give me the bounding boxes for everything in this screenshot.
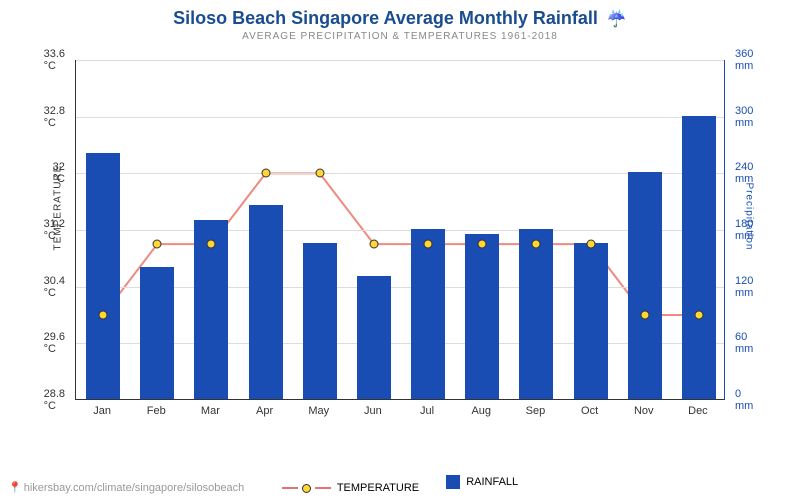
temperature-marker <box>640 311 649 320</box>
x-tick: Feb <box>147 405 166 417</box>
rainfall-bar <box>86 153 120 399</box>
y-left-tick: 29.6 °C <box>44 331 65 355</box>
legend-rain-label: RAINFALL <box>466 476 518 488</box>
y-right-tick: 60 mm <box>735 331 753 355</box>
legend-rainfall: RAINFALL <box>446 475 518 489</box>
rainfall-bar <box>411 229 445 399</box>
y-right-tick: 0 mm <box>735 388 753 412</box>
plot-area <box>75 60 725 400</box>
chart-subtitle: AVERAGE PRECIPITATION & TEMPERATURES 196… <box>0 31 800 42</box>
y-right-tick: 240 mm <box>735 161 753 185</box>
y-right-tick: 180 mm <box>735 218 753 242</box>
grid-line <box>76 60 724 61</box>
rainfall-bar <box>519 229 553 399</box>
y-left-tick: 32 °C <box>53 161 65 185</box>
temperature-marker <box>315 169 324 178</box>
rainfall-bar <box>249 205 283 399</box>
rainfall-bar <box>628 172 662 399</box>
rainfall-bar <box>682 116 716 399</box>
x-tick: Nov <box>634 405 654 417</box>
rainfall-bar <box>303 243 337 399</box>
x-tick: Jul <box>420 405 434 417</box>
legend-temp-label: TEMPERATURE <box>337 482 419 494</box>
x-tick: Oct <box>581 405 598 417</box>
temperature-marker <box>532 240 541 249</box>
y-right-tick: 300 mm <box>735 105 753 129</box>
rainfall-bar <box>465 234 499 399</box>
chart-area: TEMPERATURE Precipitation 28.8 °C29.6 °C… <box>75 60 725 430</box>
legend-marker-icon <box>302 484 311 493</box>
temperature-marker <box>153 240 162 249</box>
temperature-marker <box>586 240 595 249</box>
y-right-tick: 120 mm <box>735 275 753 299</box>
y-left-tick: 28.8 °C <box>44 388 65 412</box>
legend-line-icon <box>315 487 331 489</box>
watermark: 📍hikersbay.com/climate/singapore/silosob… <box>8 481 244 494</box>
legend-box-icon <box>446 475 460 489</box>
x-tick: Jan <box>93 405 111 417</box>
temperature-marker <box>478 240 487 249</box>
title-text: Siloso Beach Singapore Average Monthly R… <box>173 8 598 28</box>
temperature-marker <box>99 311 108 320</box>
x-tick: Apr <box>256 405 273 417</box>
x-tick: May <box>308 405 329 417</box>
legend-temperature: TEMPERATURE <box>282 482 419 494</box>
x-tick: Dec <box>688 405 708 417</box>
y-left-tick: 33.6 °C <box>44 48 65 72</box>
temperature-marker <box>207 240 216 249</box>
y-left-tick: 32.8 °C <box>44 105 65 129</box>
header: Siloso Beach Singapore Average Monthly R… <box>0 0 800 44</box>
temperature-marker <box>424 240 433 249</box>
temperature-marker <box>694 311 703 320</box>
x-tick: Mar <box>201 405 220 417</box>
pin-icon: 📍 <box>8 482 22 494</box>
rainfall-bar <box>357 276 391 399</box>
y-right-tick: 360 mm <box>735 48 753 72</box>
rainfall-bar <box>140 267 174 399</box>
x-tick: Sep <box>526 405 546 417</box>
umbrella-icon: ☔ <box>607 11 627 28</box>
x-tick: Aug <box>471 405 491 417</box>
watermark-text: hikersbay.com/climate/singapore/silosobe… <box>24 482 245 494</box>
x-tick: Jun <box>364 405 382 417</box>
rainfall-bar <box>574 243 608 399</box>
temperature-marker <box>261 169 270 178</box>
temperature-marker <box>369 240 378 249</box>
chart-title: Siloso Beach Singapore Average Monthly R… <box>0 8 800 29</box>
legend-line-icon <box>282 487 298 489</box>
y-left-tick: 31.2 °C <box>44 218 65 242</box>
grid-line <box>76 117 724 118</box>
y-left-tick: 30.4 °C <box>44 275 65 299</box>
